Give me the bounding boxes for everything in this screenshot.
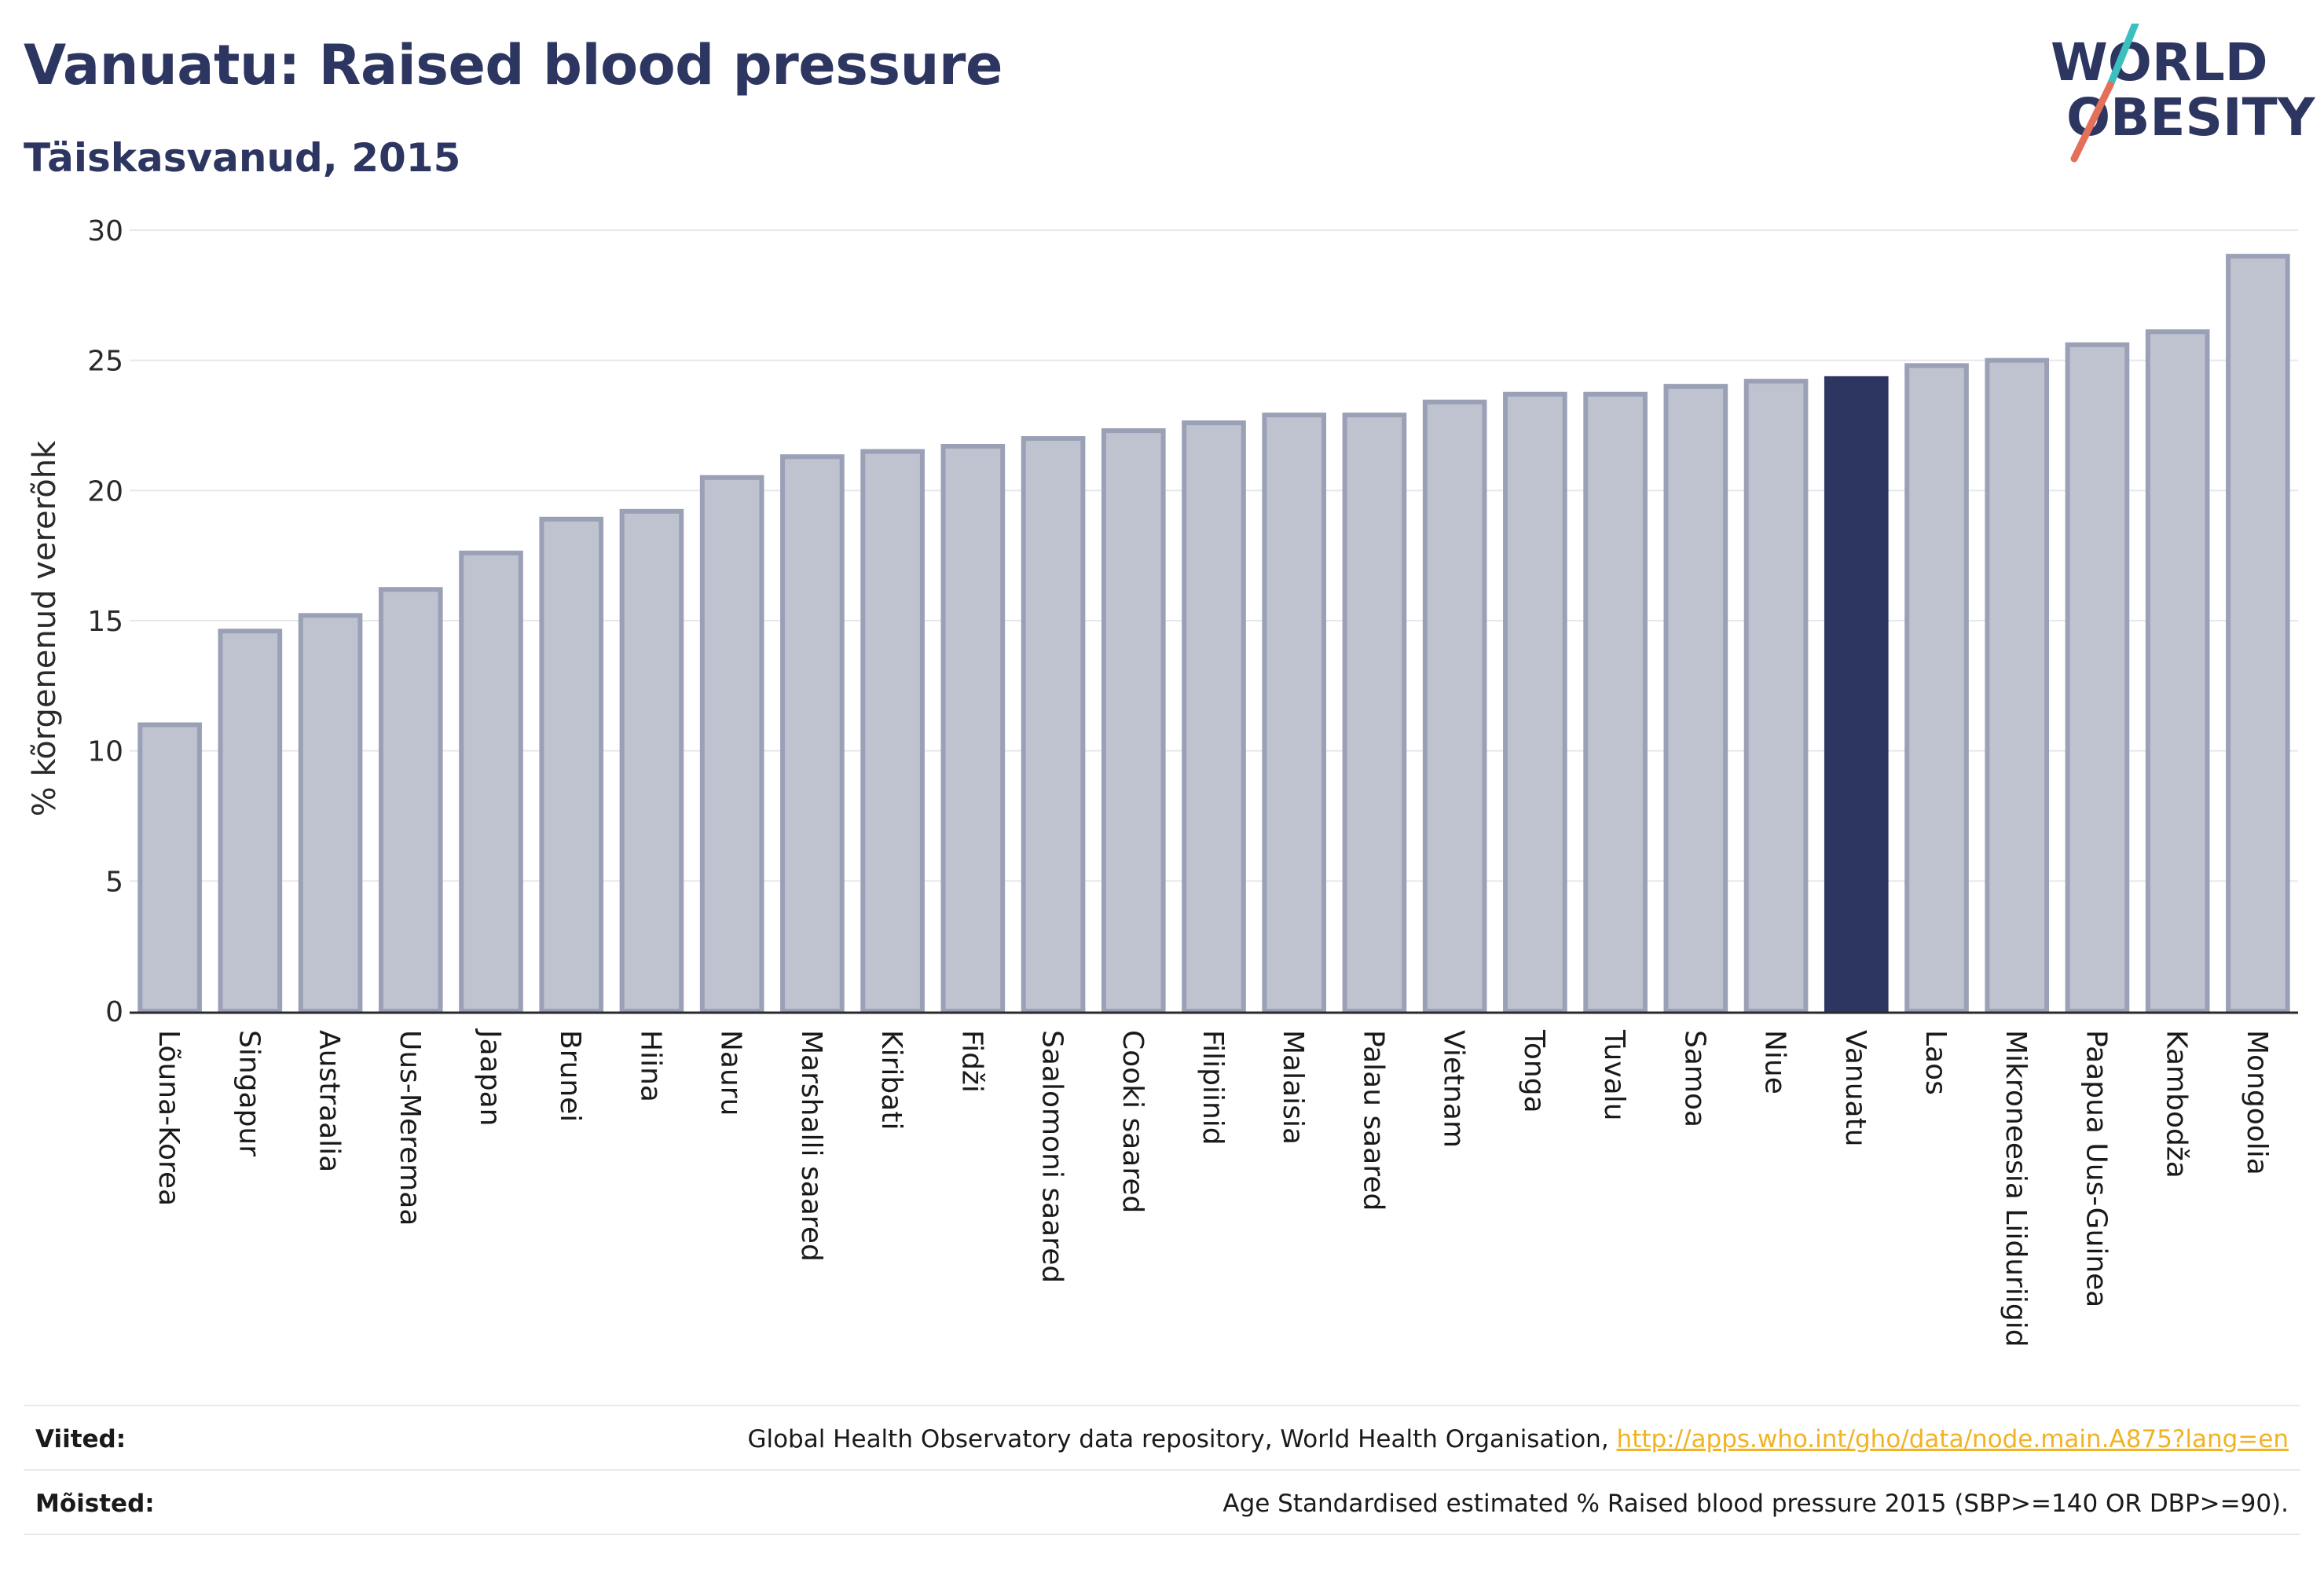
bar: [1904, 363, 1969, 1013]
bar: [539, 516, 604, 1013]
x-tick-label: Hiina: [634, 1030, 666, 1102]
bar: [137, 722, 202, 1013]
x-tick-label: Lõuna-Korea: [152, 1030, 185, 1206]
x-tick-label: Kambodža: [2161, 1030, 2193, 1178]
bar: [780, 454, 845, 1013]
x-tick-label: Jaapan: [474, 1028, 506, 1126]
bar: [1182, 420, 1246, 1013]
x-tick-label: Mongoolia: [2241, 1030, 2273, 1175]
sources-text: Global Health Observatory data repositor…: [747, 1425, 2289, 1453]
definitions-text: Age Standardised estimated % Raised bloo…: [1222, 1490, 2289, 1518]
axes: 0 5 10 15 20 25 30 Lõuna-Korea Singapur Austraali…: [87, 215, 2298, 1347]
x-tick-label: Mikroneesia Liiduriigid: [2000, 1030, 2032, 1347]
bar: [1021, 436, 1086, 1013]
footer-divider-bottom: [24, 1534, 2300, 1535]
bar-chart: 0 5 10 15 20 25 30 Lõuna-Korea Singapur Austraali…: [27, 215, 2298, 1347]
world-obesity-logo: WORLD OBESITY: [2051, 24, 2316, 163]
footer-divider-middle: [24, 1469, 2300, 1471]
bar: [1743, 379, 1809, 1013]
bar: [1503, 391, 1567, 1013]
logo-word-world: WORLD: [2051, 32, 2268, 93]
x-tick-label: Uus-Meremaa: [394, 1030, 426, 1226]
bar: [860, 449, 925, 1013]
footer-divider-top: [24, 1405, 2300, 1406]
chart-subtitle: Täiskasvanud, 2015: [24, 135, 461, 181]
y-tick-label: 10: [87, 736, 123, 768]
bar: [2226, 254, 2290, 1013]
bar: [218, 629, 283, 1014]
y-tick-label: 20: [87, 475, 123, 508]
x-tick-label: Vietnam: [1438, 1030, 1470, 1148]
bar: [1342, 412, 1407, 1013]
bar: [2065, 342, 2130, 1013]
bar: [1583, 391, 1648, 1013]
sources-label: Viited:: [35, 1425, 126, 1453]
bar: [699, 475, 764, 1013]
y-tick-label: 25: [87, 346, 123, 378]
y-tick-label: 30: [87, 215, 123, 247]
bar: [1101, 428, 1166, 1013]
x-tick-label: Tuvalu: [1598, 1029, 1630, 1121]
bar: [1262, 412, 1327, 1013]
bar: [1663, 383, 1728, 1013]
chart-title: Vanuatu: Raised blood pressure: [24, 33, 1003, 97]
x-tick-label: Malaisia: [1277, 1030, 1309, 1145]
y-tick-label: 5: [105, 866, 123, 898]
bar: [298, 613, 363, 1014]
x-tick-label: Tonga: [1518, 1029, 1550, 1113]
logo-slash-teal: [2106, 24, 2139, 89]
sources-link[interactable]: http://apps.who.int/gho/data/node.main.A…: [1616, 1425, 2289, 1453]
y-tick-label: 15: [87, 606, 123, 638]
x-tick-label: Paapua Uus-Guinea: [2080, 1030, 2112, 1307]
x-tick-label: Marshalli saared: [795, 1030, 827, 1262]
x-tick-label: Brunei: [554, 1030, 586, 1122]
bar: [940, 444, 1006, 1013]
x-tick-label: Saalomoni saared: [1036, 1030, 1069, 1283]
x-tick-label: Samoa: [1678, 1030, 1710, 1127]
x-tick-label: Nauru: [715, 1030, 747, 1116]
x-tick-label: Austraalia: [313, 1030, 346, 1172]
bar: [459, 550, 523, 1013]
bar: [378, 587, 443, 1013]
x-tick-label: Vanuatu: [1839, 1030, 1871, 1147]
y-axis-label: % kõrgenenud vererõhk: [27, 440, 63, 816]
x-tick-label: Kiribati: [875, 1030, 907, 1130]
logo-slash-coral: [2070, 81, 2114, 163]
definitions-label: Mõisted:: [35, 1490, 155, 1518]
x-tick-label: Laos: [1919, 1030, 1952, 1095]
x-tick-label: Singapur: [233, 1030, 265, 1156]
x-tick-label: Niue: [1759, 1030, 1791, 1094]
bar: [2145, 329, 2210, 1014]
sources-citation: Global Health Observatory data repositor…: [747, 1425, 1617, 1453]
y-tick-label: 0: [105, 996, 123, 1028]
bar: [1985, 357, 2050, 1013]
bar-highlighted: [1824, 376, 1889, 1013]
x-tick-label: Palau saared: [1357, 1030, 1389, 1211]
bar: [619, 508, 684, 1013]
x-tick-label: Fidži: [955, 1030, 988, 1093]
bars: [137, 254, 2290, 1014]
x-tick-label: Cooki saared: [1116, 1030, 1149, 1213]
x-tick-label: Filipiinid: [1197, 1030, 1229, 1145]
bar: [1422, 399, 1487, 1013]
